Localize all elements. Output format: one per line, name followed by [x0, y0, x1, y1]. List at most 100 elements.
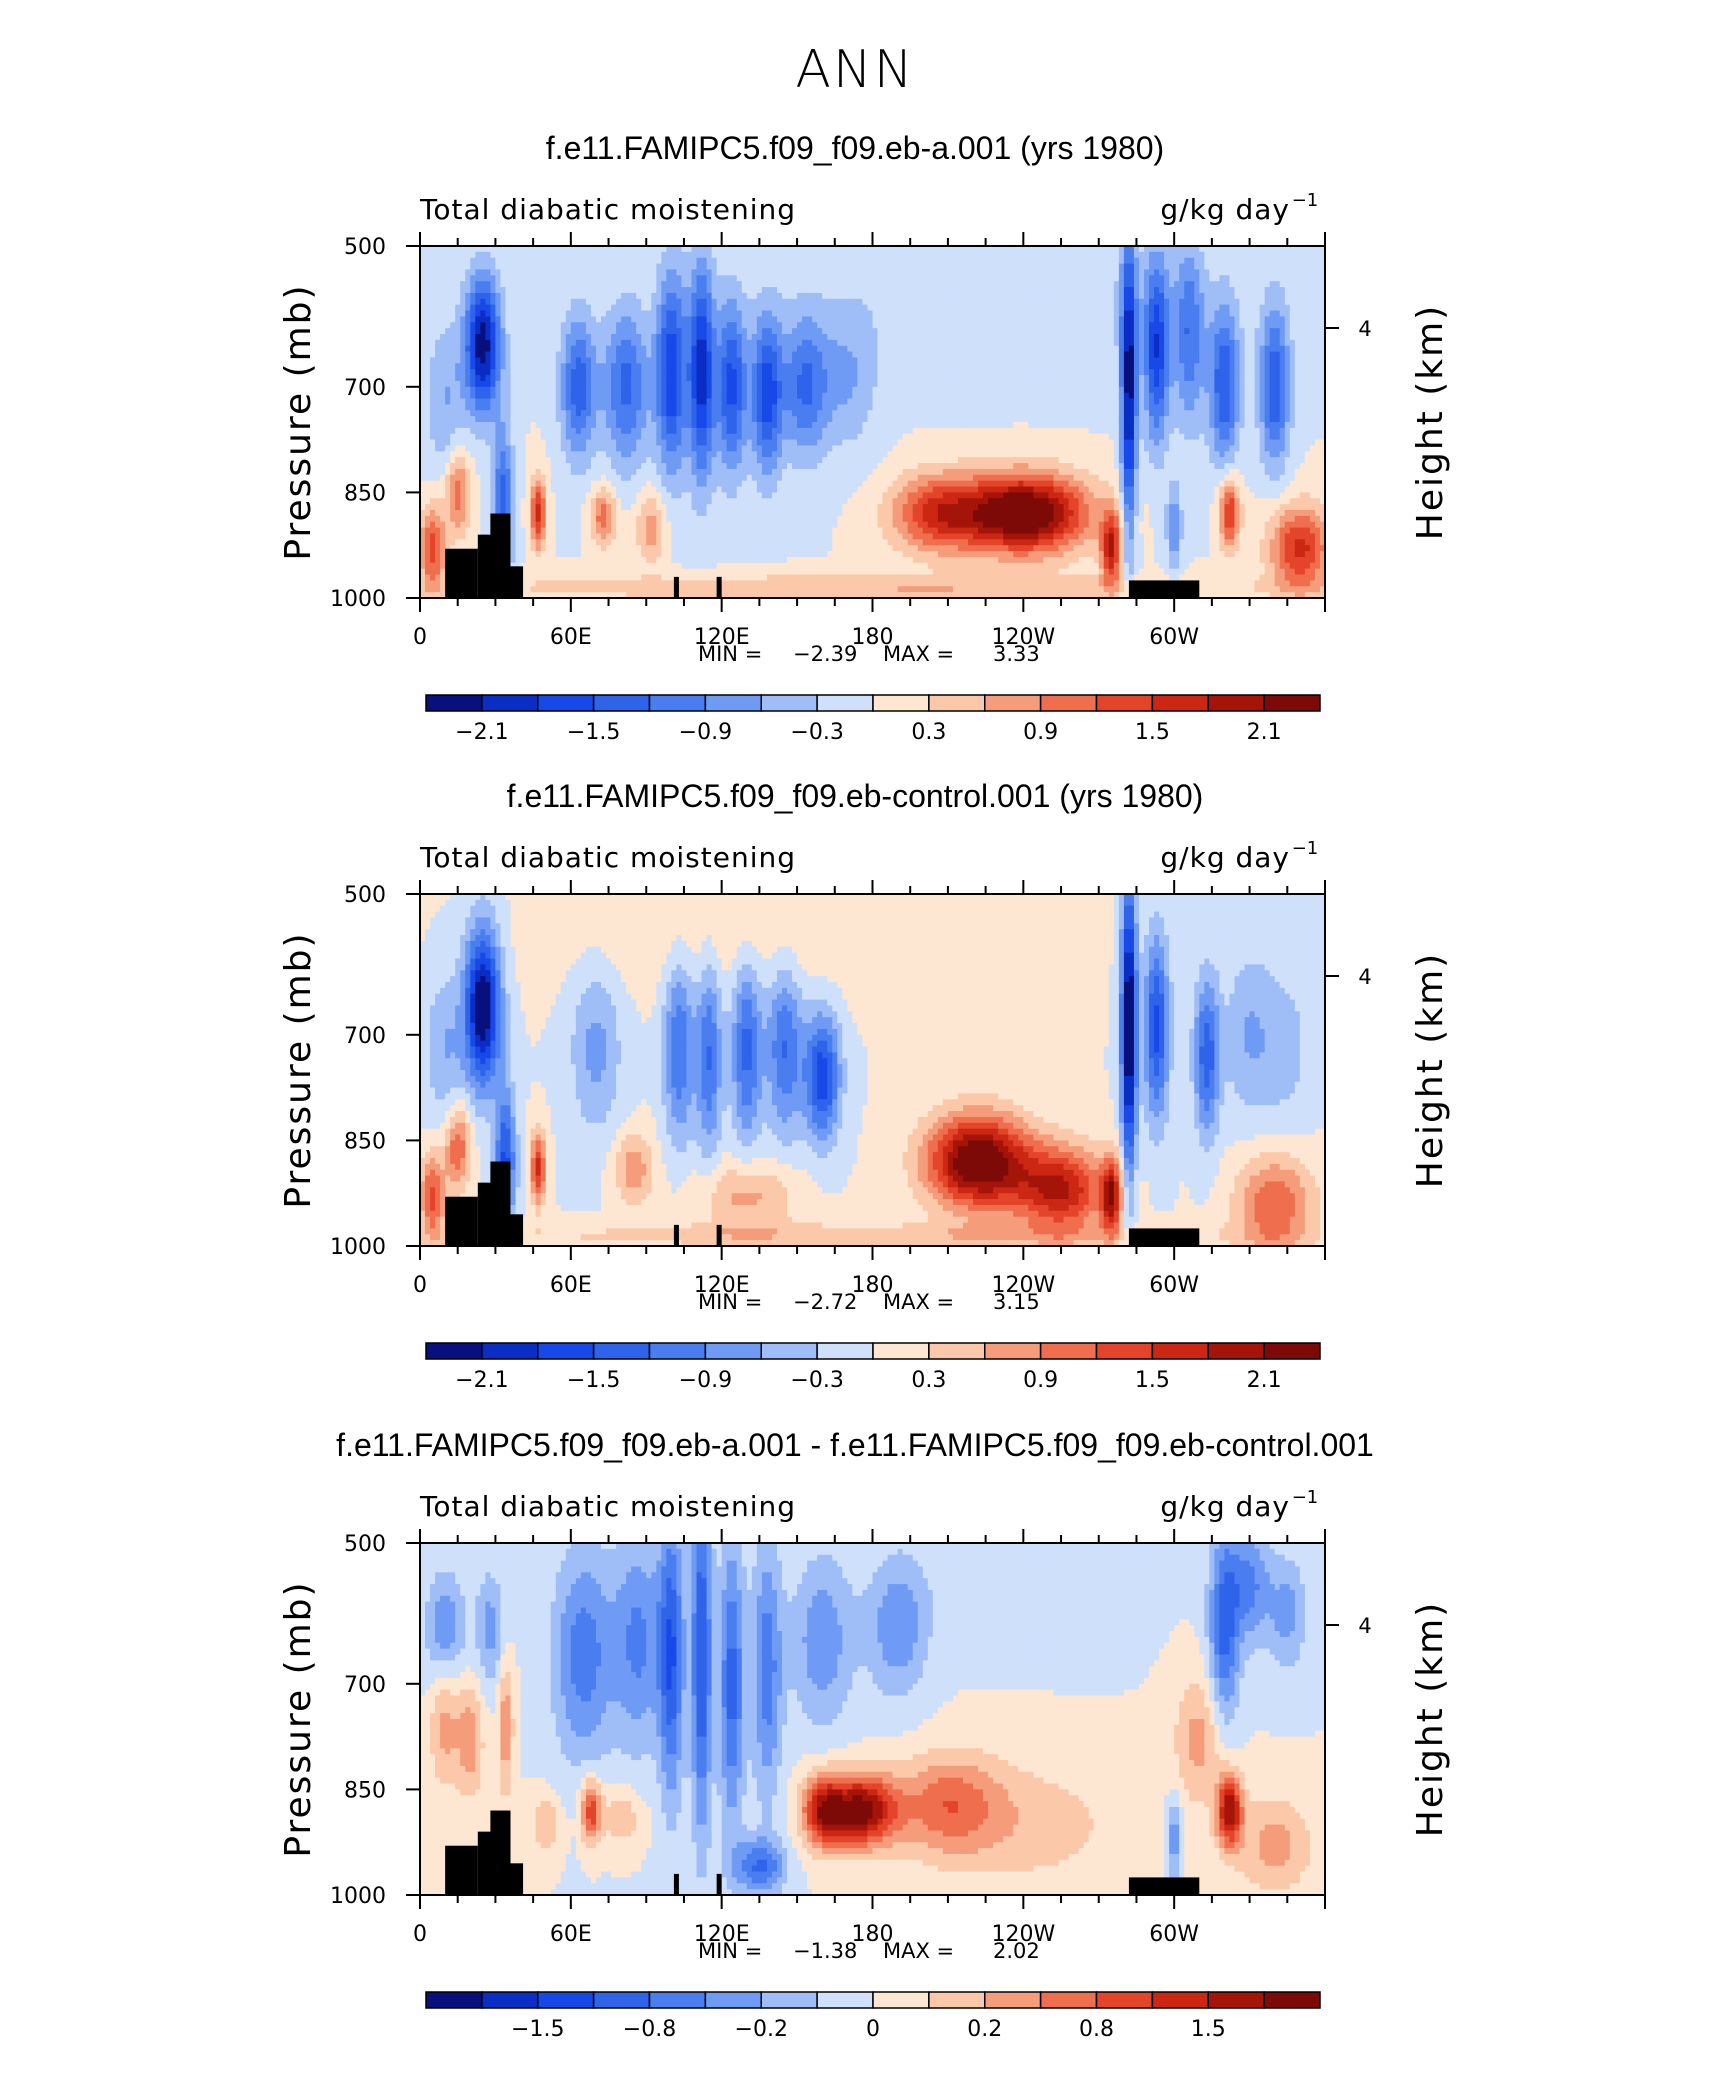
heatmap-cell: [516, 510, 522, 516]
heatmap-cell: [455, 434, 461, 440]
heatmap-cell: [521, 311, 527, 317]
heatmap-cell: [511, 528, 517, 534]
heatmap-cell: [500, 475, 506, 481]
heatmap-cell: [490, 299, 496, 305]
heatmap-cell: [445, 352, 451, 358]
heatmap-cell: [495, 457, 501, 463]
heatmap-cell: [511, 410, 517, 416]
heatmap-cell: [470, 316, 476, 322]
heatmap-cell: [425, 387, 431, 393]
heatmap-cell: [516, 393, 522, 399]
heatmap-cell: [511, 463, 517, 469]
heatmap-cell: [435, 258, 441, 264]
heatmap-cell: [475, 445, 481, 451]
heatmap-cell: [435, 399, 441, 405]
heatmap-cell: [465, 481, 471, 487]
heatmap-cell: [445, 404, 451, 410]
heatmap-cell: [465, 492, 471, 498]
heatmap-cell: [445, 422, 451, 428]
heatmap-cell: [511, 422, 517, 428]
heatmap-cell: [531, 416, 537, 422]
heatmap-cell: [445, 469, 451, 475]
heatmap-cell: [521, 352, 527, 358]
heatmap-cell: [435, 410, 441, 416]
heatmap-cell: [460, 440, 466, 446]
heatmap-cell: [505, 422, 511, 428]
heatmap-cell: [526, 311, 532, 317]
heatmap-cell: [440, 563, 446, 569]
heatmap-cell: [460, 252, 466, 258]
heatmap-cell: [465, 434, 471, 440]
heatmap-cell: [460, 346, 466, 352]
heatmap-cell: [521, 410, 527, 416]
heatmap-cell: [450, 498, 456, 504]
heatmap-cell: [511, 281, 517, 287]
heatmap-cell: [470, 264, 476, 270]
heatmap-cell: [465, 264, 471, 270]
heatmap-cell: [521, 528, 527, 534]
heatmap-cell: [505, 328, 511, 334]
heatmap-cell: [445, 311, 451, 317]
heatmap-cell: [460, 281, 466, 287]
heatmap-cell: [526, 498, 532, 504]
heatmap-cell: [460, 528, 466, 534]
heatmap-cell: [516, 281, 522, 287]
heatmap-cell: [470, 357, 476, 363]
heatmap-cell: [505, 381, 511, 387]
heatmap-cell: [536, 293, 542, 299]
heatmap-cell: [430, 575, 436, 581]
heatmap-cell: [465, 275, 471, 281]
heatmap-cell: [460, 516, 466, 522]
heatmap-cell: [485, 363, 491, 369]
heatmap-cell: [531, 504, 537, 510]
heatmap-cell: [516, 275, 522, 281]
heatmap-cell: [455, 369, 461, 375]
heatmap-cell: [490, 498, 496, 504]
heatmap-cell: [511, 399, 517, 405]
heatmap-cell: [521, 328, 527, 334]
heatmap-cell: [521, 369, 527, 375]
heatmap-cell: [470, 504, 476, 510]
heatmap-cell: [526, 357, 532, 363]
heatmap-cell: [516, 434, 522, 440]
heatmap-cell: [475, 492, 481, 498]
heatmap-cell: [531, 322, 537, 328]
heatmap-cell: [425, 352, 431, 358]
heatmap-cell: [480, 434, 486, 440]
heatmap-cell: [490, 369, 496, 375]
heatmap-cell: [490, 434, 496, 440]
heatmap-cell: [440, 580, 446, 586]
heatmap-cell: [495, 334, 501, 340]
heatmap-cell: [445, 428, 451, 434]
heatmap-cell: [450, 334, 456, 340]
heatmap-cell: [470, 299, 476, 305]
heatmap-cell: [480, 498, 486, 504]
heatmap-cell: [430, 410, 436, 416]
heatmap-cell: [460, 522, 466, 528]
heatmap-cell: [465, 539, 471, 545]
heatmap-cell: [450, 287, 456, 293]
heatmap-cell: [450, 428, 456, 434]
heatmap-cell: [450, 375, 456, 381]
heatmap-cell: [500, 451, 506, 457]
heatmap-cell: [516, 387, 522, 393]
heatmap-cell: [531, 557, 537, 563]
heatmap-cell: [475, 487, 481, 493]
heatmap-cell: [500, 363, 506, 369]
heatmap-cell: [465, 451, 471, 457]
heatmap-cell: [516, 440, 522, 446]
heatmap-cell: [430, 363, 436, 369]
heatmap-cell: [470, 492, 476, 498]
heatmap-cell: [430, 416, 436, 422]
heatmap-cell: [460, 381, 466, 387]
heatmap-cell: [526, 410, 532, 416]
heatmap-cell: [440, 510, 446, 516]
heatmap-cell: [505, 375, 511, 381]
heatmap-cell: [435, 404, 441, 410]
heatmap-cell: [505, 504, 511, 510]
heatmap-cell: [516, 551, 522, 557]
heatmap-cell: [435, 580, 441, 586]
heatmap-cell: [475, 381, 481, 387]
heatmap-cell: [460, 498, 466, 504]
heatmap-cell: [505, 346, 511, 352]
